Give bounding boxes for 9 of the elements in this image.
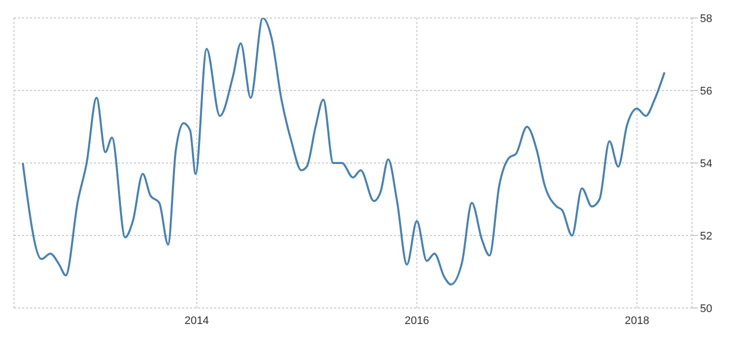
- y-tick-label: 58: [700, 12, 712, 25]
- y-tick-label: 56: [700, 85, 712, 98]
- y-tick-label: 52: [700, 230, 712, 242]
- x-tick-label: 2016: [404, 314, 430, 327]
- x-tick-label: 2018: [624, 314, 650, 327]
- y-tick-label: 50: [700, 302, 712, 315]
- y-tick-label: 54: [700, 158, 712, 170]
- line-series: [22, 18, 666, 286]
- x-tick-label: 2014: [184, 314, 209, 327]
